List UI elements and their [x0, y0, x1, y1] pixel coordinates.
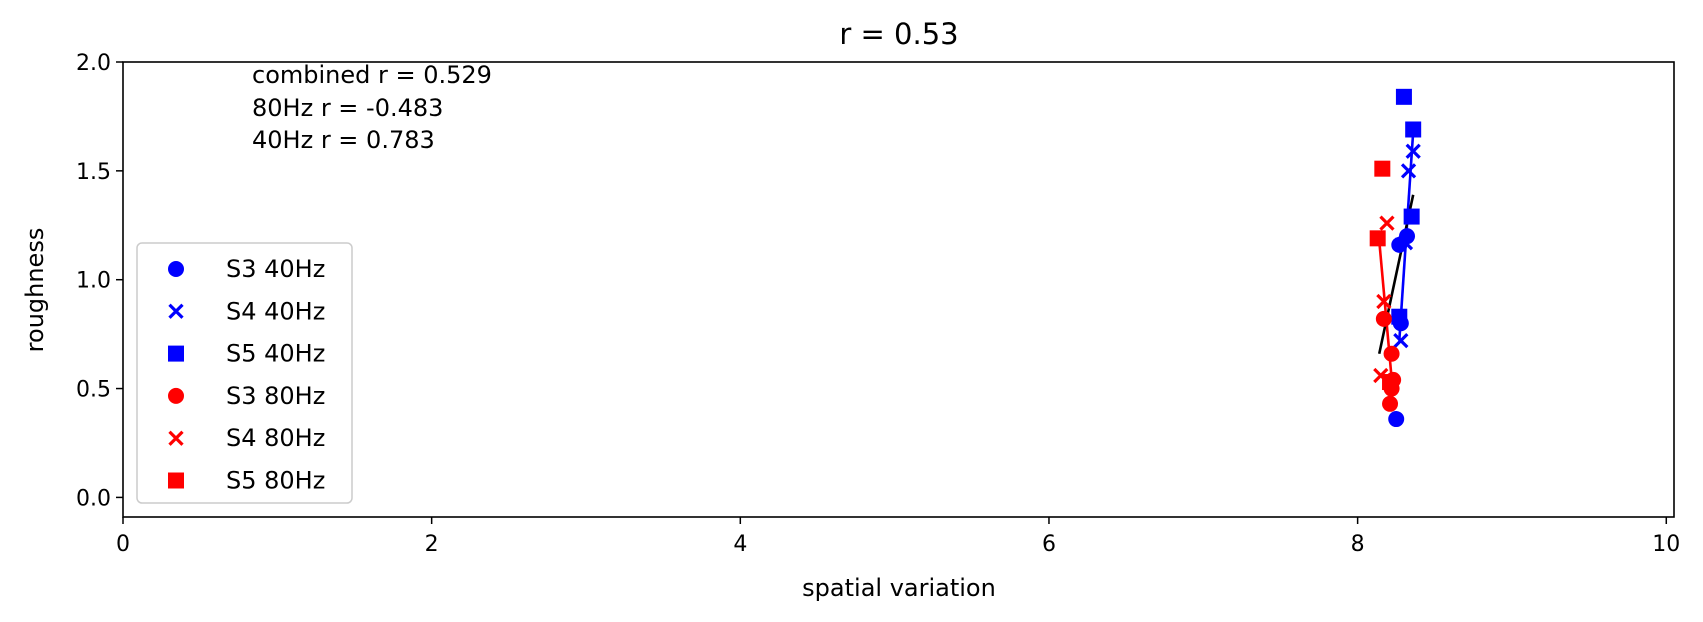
x-axis: 0 2 4 6 8 10: [116, 517, 1680, 557]
x-axis-label: spatial variation: [802, 574, 996, 602]
legend-marker: [168, 261, 184, 277]
legend-label: S4 40Hz: [226, 297, 325, 325]
legend-item: S5 80Hz: [168, 467, 325, 495]
data-point: [1391, 308, 1408, 325]
data-point: [1382, 395, 1399, 412]
legend-marker: [168, 430, 184, 446]
series-s5-40hz: [1391, 88, 1422, 325]
data-point: [1395, 88, 1412, 105]
data-point: [1369, 230, 1386, 247]
data-point: [1403, 208, 1420, 225]
legend-marker: [168, 303, 184, 319]
data-point: [1383, 345, 1400, 362]
legend-label: S4 80Hz: [226, 424, 325, 452]
series-s5-80hz: [1369, 160, 1399, 391]
data-point: [1405, 143, 1421, 159]
x-tick-label: 10: [1652, 532, 1680, 557]
x-tick-label: 0: [116, 532, 130, 557]
x-tick-label: 4: [733, 532, 747, 557]
series-s4-40hz: [1393, 143, 1421, 349]
legend-item: S5 40Hz: [168, 340, 325, 368]
annotation-combined-r: combined r = 0.529: [252, 61, 492, 89]
legend-label: S3 80Hz: [226, 382, 325, 410]
chart-title: r = 0.53: [839, 17, 958, 51]
data-point: [1382, 374, 1399, 391]
plot-frame: [122, 61, 1675, 518]
data-point: [1379, 215, 1395, 231]
y-tick-label: 2.0: [76, 51, 111, 76]
annotation-40hz-r: 40Hz r = 0.783: [252, 126, 435, 154]
correlation-annotations: combined r = 0.529 80Hz r = -0.483 40Hz …: [252, 61, 492, 154]
y-tick-label: 0.0: [76, 486, 111, 511]
data-point: [1400, 163, 1417, 179]
y-tick-label: 0.5: [76, 378, 111, 403]
plot-area: 0 2 4 6 8 10 0.0 0.5 1.0 1.5 2.0: [76, 51, 1680, 557]
x-tick-label: 8: [1351, 532, 1365, 557]
legend-label: S5 80Hz: [226, 467, 325, 495]
data-point: [1388, 411, 1405, 428]
y-tick-label: 1.0: [76, 269, 111, 294]
x-tick-label: 2: [425, 532, 439, 557]
legend-label: S3 40Hz: [226, 255, 325, 283]
data-point: [1374, 160, 1391, 177]
legend-marker: [168, 387, 184, 404]
legend-item: S3 40Hz: [168, 255, 325, 283]
legend-marker: [168, 472, 184, 489]
legend-label: S5 40Hz: [226, 340, 325, 368]
y-axis-label: roughness: [21, 228, 49, 353]
legend-box: [136, 242, 353, 504]
legend-item: S3 80Hz: [168, 382, 325, 410]
data-point: [1376, 293, 1392, 310]
data-point: [1375, 310, 1392, 327]
legend-item: S4 80Hz: [168, 424, 325, 452]
legend-marker: [168, 345, 184, 362]
y-axis: 0.0 0.5 1.0 1.5 2.0: [76, 51, 123, 511]
data-point: [1405, 121, 1422, 138]
legend: S3 40Hz S4 40Hz S5 40Hz S3 80Hz S4 80Hz S5 80…: [136, 242, 353, 504]
y-tick-label: 1.5: [76, 160, 111, 185]
legend-item: S4 40Hz: [168, 297, 325, 325]
data-point: [1393, 333, 1409, 349]
x-tick-label: 6: [1042, 532, 1056, 557]
data-points: [1369, 88, 1422, 428]
data-point: [1397, 235, 1414, 251]
annotation-80hz-r: 80Hz r = -0.483: [252, 94, 443, 122]
